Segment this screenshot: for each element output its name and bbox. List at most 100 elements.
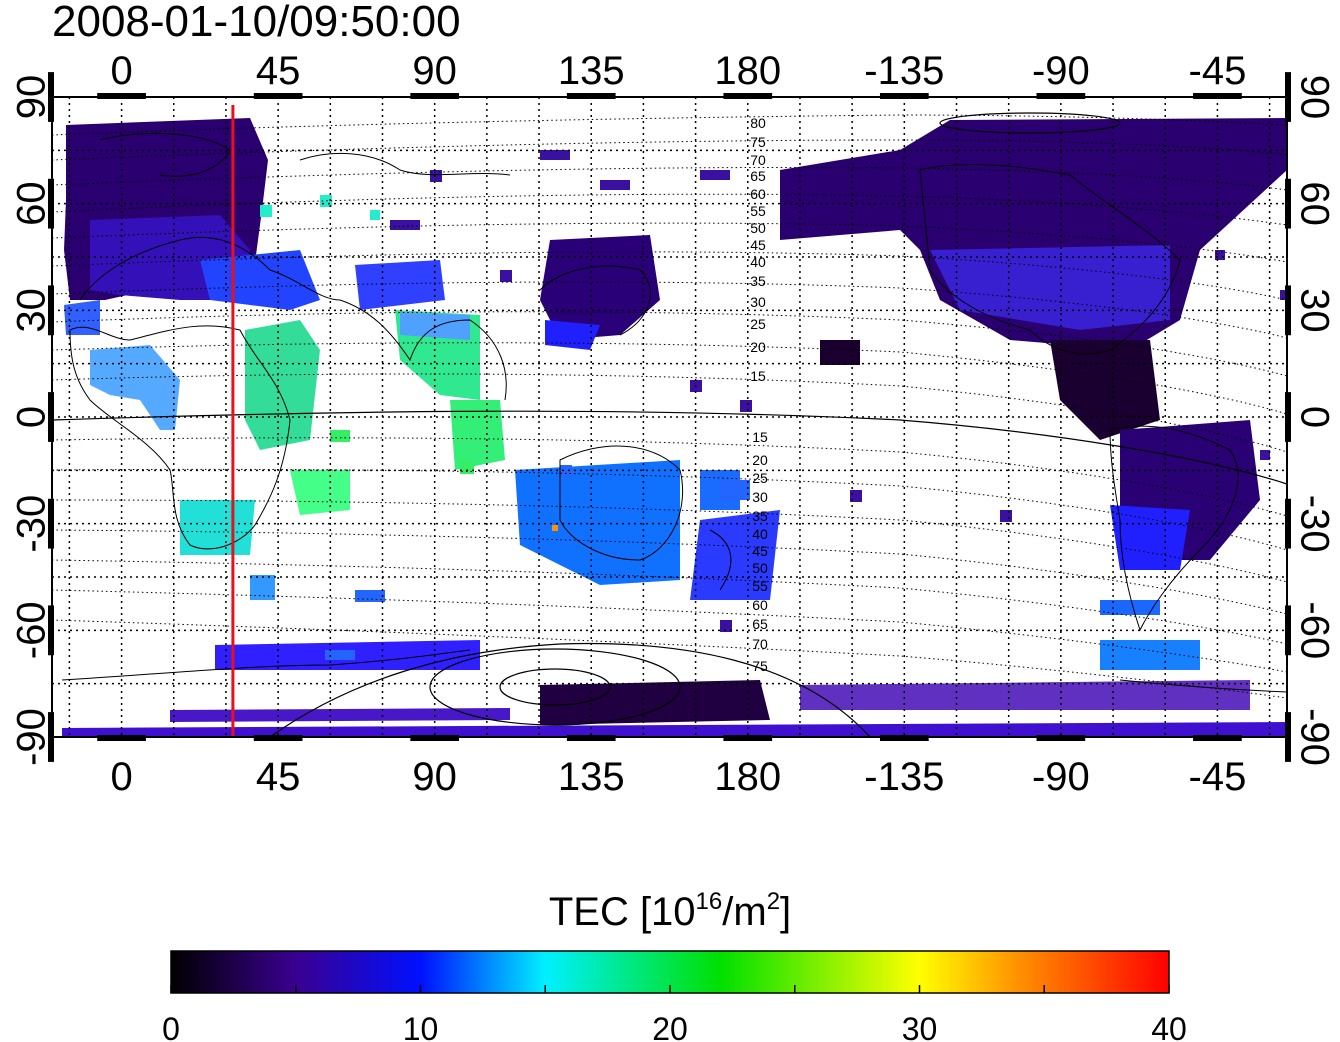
tec-patch-south-africa	[180, 500, 255, 555]
contour-label: 15	[752, 429, 768, 445]
lat-tick-label-right: -30	[1292, 495, 1336, 553]
lon-tick-label-top: 180	[714, 49, 781, 93]
tec-patch-antarctic-3	[800, 680, 1250, 710]
lat-ticks-left: 90 60 30 0 -30 -60 -90	[10, 75, 54, 766]
frame-band-right	[1285, 392, 1291, 442]
contour-label: 60	[750, 186, 766, 202]
lon-tick-label-bottom: 180	[714, 755, 781, 799]
lat-ticks-right: 90 60 30 0 -30 -60 -90	[1292, 75, 1336, 766]
tec-patch-australia	[515, 460, 680, 585]
lon-tick-label-bottom: -45	[1189, 755, 1247, 799]
frame-band-bottom	[97, 735, 146, 741]
tec-patch-east-africa	[245, 320, 320, 450]
lat-tick-label-right: 30	[1292, 288, 1336, 333]
tec-patch-pacific-dark	[820, 340, 860, 365]
contour-label: 25	[752, 470, 768, 486]
tec-patch-west-africa	[90, 345, 180, 430]
frame-band-right	[1285, 605, 1291, 656]
contour-label: 15	[750, 368, 766, 384]
tec-hotspot	[552, 525, 558, 531]
lon-ticks-bottom: 0 45 90 135 180 -135 -90 -45	[110, 755, 1246, 799]
colorbar-tick-label: 20	[652, 1011, 688, 1042]
frame-band-left	[48, 498, 54, 549]
tec-patch-antarctic-4	[170, 708, 510, 722]
lat-tick-label-left: 90	[10, 75, 54, 120]
tec-patch-se-asia	[450, 400, 505, 470]
lon-ticks-top: 0 45 90 135 180 -135 -90 -45	[110, 49, 1246, 93]
lat-tick-label-left: 30	[10, 288, 54, 333]
lon-tick-label-top: -45	[1189, 49, 1247, 93]
lon-tick-label-top: 135	[558, 49, 625, 93]
frame-band-top	[1193, 93, 1242, 99]
contour-label: 65	[750, 168, 766, 184]
contour-label: 30	[752, 489, 768, 505]
colorbar-tick-label: 40	[1151, 1011, 1187, 1042]
tec-patch-antarctic-2	[540, 680, 770, 725]
frame-band-left	[48, 178, 54, 229]
colorbar-title-main: TEC [10	[548, 890, 696, 934]
tec-patch-china	[540, 235, 660, 340]
tec-patch-sa-south	[1100, 600, 1160, 615]
lat-tick-label-left: -90	[10, 708, 54, 766]
contour-label: 70	[752, 636, 768, 652]
lon-tick-label-bottom: 90	[412, 755, 457, 799]
lon-tick-label-bottom: -90	[1032, 755, 1090, 799]
frame-band-right	[1285, 712, 1291, 762]
frame-band-top	[1036, 93, 1086, 99]
frame-band-right	[1285, 72, 1291, 122]
frame-band-left	[48, 605, 54, 656]
colorbar-tick-label: 30	[902, 1011, 938, 1042]
frame-band-bottom	[1036, 735, 1086, 741]
frame-band-left	[48, 712, 54, 762]
contour-label: 20	[752, 452, 768, 468]
frame-band-right	[1285, 498, 1291, 549]
lat-tick-label-left: 0	[10, 406, 54, 428]
frame-band-left	[48, 392, 54, 442]
colorbar-title: TEC [1016/m2]	[0, 888, 1340, 935]
tec-patch-drake	[1100, 640, 1200, 670]
frame-band-bottom	[410, 735, 460, 741]
lon-tick-label-bottom: 45	[256, 755, 301, 799]
tec-patch-sa-blue	[1110, 505, 1190, 570]
tec-patch-madagascar	[290, 470, 350, 515]
lon-tick-label-top: -135	[864, 49, 944, 93]
contour-label: 50	[750, 220, 766, 236]
lat-tick-label-left: 60	[10, 181, 54, 226]
frame-band-top	[566, 93, 616, 99]
lat-tick-label-right: 60	[1292, 181, 1336, 226]
tec-patch-central-america	[1050, 340, 1160, 440]
frame-band-top	[97, 93, 146, 99]
frame-band-bottom	[879, 735, 929, 741]
magnetic-latitude-contours	[52, 112, 1287, 737]
tec-patch-usa-blue	[930, 245, 1170, 330]
tec-patch-n-africa	[64, 300, 100, 335]
frame-band-right	[1285, 285, 1291, 336]
contour-label: 75	[750, 134, 766, 150]
tec-scatter-cells-green	[330, 430, 474, 474]
frame-band-top	[253, 93, 303, 99]
lat-tick-label-left: -30	[10, 495, 54, 553]
frame-band-left	[48, 285, 54, 336]
lat-tick-label-right: 0	[1292, 406, 1336, 428]
lat-tick-label-left: -60	[10, 601, 54, 659]
lon-tick-label-top: 45	[256, 49, 301, 93]
lat-tick-label-right: -90	[1292, 708, 1336, 766]
contour-label: 75	[752, 658, 768, 674]
tec-scatter-cells	[390, 150, 1287, 632]
frame-band-top	[879, 93, 929, 99]
timestamp-label: 2008-01-10/09:50:00	[52, 0, 461, 46]
contour-label: 45	[750, 237, 766, 253]
tec-patch-south-atlantic	[250, 575, 275, 600]
contour-label: 35	[752, 508, 768, 524]
contour-label: 60	[752, 597, 768, 613]
contour-label: 30	[750, 294, 766, 310]
lon-tick-label-top: -90	[1032, 49, 1090, 93]
contour-label: 80	[750, 115, 766, 131]
colorbar-title-unit: /m	[722, 890, 767, 934]
colorbar-tick-labels: 0 10 20 30 40	[162, 1011, 1187, 1042]
lon-tick-label-bottom: 0	[110, 755, 132, 799]
frame-band-bottom	[566, 735, 616, 741]
frame-band-top	[723, 93, 773, 99]
tec-patch-central-asia	[355, 260, 445, 310]
